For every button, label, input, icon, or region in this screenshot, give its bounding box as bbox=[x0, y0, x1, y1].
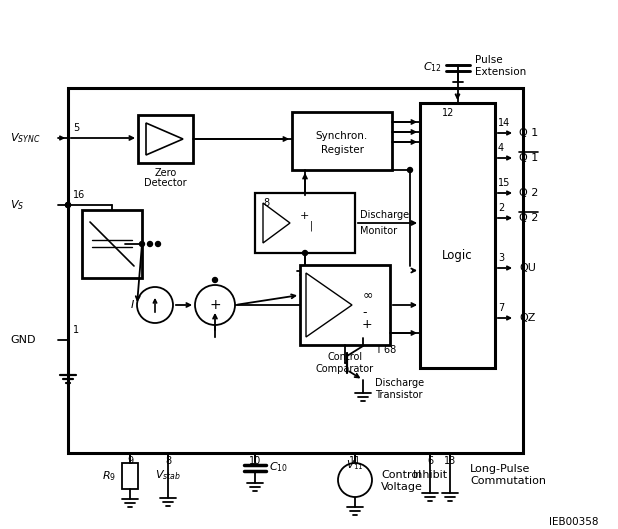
Bar bbox=[292, 112, 392, 170]
Text: Detector: Detector bbox=[144, 178, 187, 188]
Text: Logic: Logic bbox=[442, 249, 473, 262]
Text: 8: 8 bbox=[263, 198, 269, 208]
Text: GND: GND bbox=[10, 335, 35, 345]
Text: 15: 15 bbox=[498, 178, 510, 188]
Text: Transistor: Transistor bbox=[375, 390, 423, 400]
Circle shape bbox=[302, 251, 308, 256]
Text: Control: Control bbox=[328, 352, 363, 362]
Text: Discharge: Discharge bbox=[375, 378, 424, 388]
Circle shape bbox=[66, 203, 70, 207]
Text: +: + bbox=[209, 298, 221, 312]
Text: Control: Control bbox=[381, 470, 421, 480]
Circle shape bbox=[148, 242, 153, 247]
Text: 1: 1 bbox=[73, 325, 79, 335]
Text: Extension: Extension bbox=[475, 67, 527, 77]
Text: 13: 13 bbox=[444, 456, 456, 466]
Text: Comparator: Comparator bbox=[316, 364, 374, 374]
Text: Synchron.: Synchron. bbox=[316, 131, 368, 141]
Text: Commutation: Commutation bbox=[470, 476, 546, 486]
Circle shape bbox=[140, 242, 145, 247]
Text: 10: 10 bbox=[249, 456, 261, 466]
Text: 8: 8 bbox=[165, 456, 171, 466]
Text: I: I bbox=[131, 300, 134, 310]
Text: +: + bbox=[300, 211, 310, 221]
Circle shape bbox=[213, 278, 218, 282]
Text: Pulse: Pulse bbox=[475, 55, 503, 65]
Text: 11: 11 bbox=[349, 456, 361, 466]
Bar bbox=[138, 115, 193, 163]
Polygon shape bbox=[146, 123, 183, 155]
Text: Voltage: Voltage bbox=[381, 482, 423, 492]
Text: Long-Pulse: Long-Pulse bbox=[470, 464, 530, 474]
Text: Inhibit: Inhibit bbox=[412, 470, 447, 480]
Text: Monitor: Monitor bbox=[360, 226, 397, 236]
Text: Q 1: Q 1 bbox=[519, 153, 538, 163]
Text: 4: 4 bbox=[498, 143, 504, 153]
Text: QU: QU bbox=[519, 263, 536, 273]
Text: Q 2: Q 2 bbox=[519, 188, 538, 198]
Text: $R_9$: $R_9$ bbox=[102, 469, 116, 483]
Text: Q 1: Q 1 bbox=[519, 128, 538, 138]
Text: 5: 5 bbox=[73, 123, 79, 133]
Circle shape bbox=[338, 463, 372, 497]
Text: +: + bbox=[362, 318, 373, 332]
Text: $V_{SYNC}$: $V_{SYNC}$ bbox=[10, 131, 41, 145]
Bar bbox=[122, 463, 138, 489]
Text: Q 2: Q 2 bbox=[519, 213, 538, 223]
Text: 16: 16 bbox=[73, 190, 85, 200]
Text: $\infty$: $\infty$ bbox=[362, 288, 373, 302]
Circle shape bbox=[407, 168, 412, 172]
Text: 12: 12 bbox=[442, 108, 454, 118]
Text: |: | bbox=[310, 221, 313, 231]
Bar bbox=[300, 265, 390, 345]
Text: Zero: Zero bbox=[154, 168, 177, 178]
Text: $C_{12}$: $C_{12}$ bbox=[423, 60, 441, 74]
Text: T 68: T 68 bbox=[375, 345, 396, 355]
Text: $V_S$: $V_S$ bbox=[10, 198, 24, 212]
Text: Discharge: Discharge bbox=[360, 210, 409, 220]
Text: 7: 7 bbox=[498, 303, 504, 313]
Circle shape bbox=[137, 287, 173, 323]
Text: $V_{stab}$: $V_{stab}$ bbox=[155, 468, 181, 482]
Bar bbox=[82, 210, 142, 278]
Text: $C_{10}$: $C_{10}$ bbox=[269, 460, 288, 474]
Text: 14: 14 bbox=[498, 118, 510, 128]
Text: -: - bbox=[362, 306, 366, 320]
Text: IEB00358: IEB00358 bbox=[549, 517, 598, 527]
Text: Register: Register bbox=[321, 145, 363, 155]
Circle shape bbox=[195, 285, 235, 325]
Text: $V_{11}$: $V_{11}$ bbox=[346, 458, 364, 472]
Bar bbox=[68, 88, 523, 453]
Text: 6: 6 bbox=[427, 456, 433, 466]
Bar bbox=[255, 193, 355, 253]
Text: QZ: QZ bbox=[519, 313, 535, 323]
Polygon shape bbox=[263, 203, 290, 243]
Circle shape bbox=[156, 242, 161, 247]
Circle shape bbox=[66, 203, 70, 207]
Text: 2: 2 bbox=[498, 203, 504, 213]
Text: 9: 9 bbox=[127, 456, 133, 466]
Bar bbox=[420, 103, 495, 368]
Text: 3: 3 bbox=[498, 253, 504, 263]
Polygon shape bbox=[306, 273, 352, 337]
